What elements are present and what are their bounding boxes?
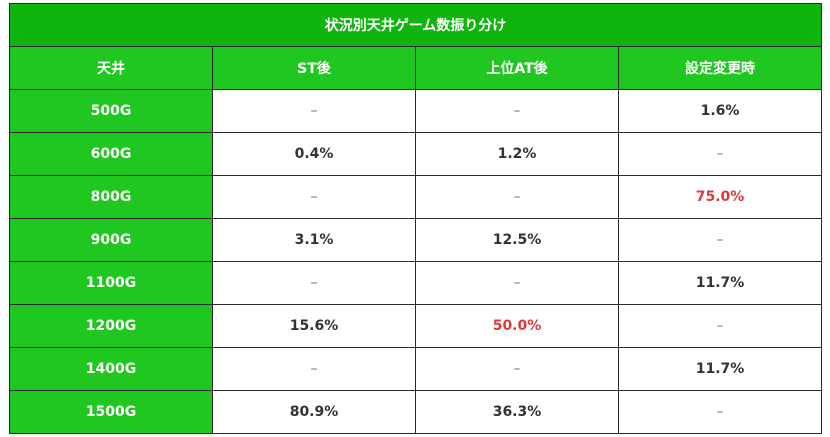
cell-after-st: –: [212, 261, 416, 305]
table-row: 1400G – – 11.7%: [9, 347, 823, 391]
cell-after-upper-at: 1.2%: [415, 132, 619, 176]
cell-after-upper-at: –: [415, 89, 619, 133]
cell-setting-change-highlight: 75.0%: [617, 175, 823, 219]
cell-setting-change: 11.7%: [617, 347, 823, 391]
cell-after-upper-at: –: [415, 175, 619, 219]
cell-after-upper-at: 12.5%: [415, 218, 619, 262]
header-setting-change: 設定変更時: [617, 46, 823, 90]
ceiling-distribution-table: 状況別天井ゲーム数振り分け 天井 ST後 上位AT後 設定変更時 500G – …: [8, 3, 823, 434]
header-after-st: ST後: [212, 46, 416, 90]
header-ceiling: 天井: [9, 46, 213, 90]
row-label: 1400G: [9, 347, 213, 391]
table-row: 500G – – 1.6%: [9, 89, 823, 133]
cell-after-st: –: [212, 175, 416, 219]
row-label: 1200G: [9, 304, 213, 348]
row-label: 600G: [9, 132, 213, 176]
table-container: 状況別天井ゲーム数振り分け 天井 ST後 上位AT後 設定変更時 500G – …: [8, 3, 823, 434]
cell-setting-change: –: [617, 218, 823, 262]
cell-after-upper-at-highlight: 50.0%: [415, 304, 619, 348]
table-row: 900G 3.1% 12.5% –: [9, 218, 823, 262]
table-row: 1500G 80.9% 36.3% –: [9, 390, 823, 434]
cell-after-upper-at: –: [415, 261, 619, 305]
header-row: 天井 ST後 上位AT後 設定変更時: [9, 46, 823, 90]
title-row: 状況別天井ゲーム数振り分け: [8, 3, 823, 47]
cell-setting-change: –: [617, 390, 823, 434]
table-row: 1200G 15.6% 50.0% –: [9, 304, 823, 348]
table-row: 1100G – – 11.7%: [9, 261, 823, 305]
table-row: 800G – – 75.0%: [9, 175, 823, 219]
cell-setting-change: 1.6%: [617, 89, 823, 133]
row-label: 500G: [9, 89, 213, 133]
cell-after-st: 15.6%: [212, 304, 416, 348]
cell-setting-change: –: [617, 304, 823, 348]
row-label: 1100G: [9, 261, 213, 305]
cell-after-st: 3.1%: [212, 218, 416, 262]
cell-setting-change: 11.7%: [617, 261, 823, 305]
cell-after-st: 0.4%: [212, 132, 416, 176]
cell-after-upper-at: 36.3%: [415, 390, 619, 434]
cell-setting-change: –: [617, 132, 823, 176]
table-title: 状況別天井ゲーム数振り分け: [8, 3, 823, 47]
cell-after-upper-at: –: [415, 347, 619, 391]
cell-after-st: 80.9%: [212, 390, 416, 434]
cell-after-st: –: [212, 89, 416, 133]
row-label: 1500G: [9, 390, 213, 434]
row-label: 800G: [9, 175, 213, 219]
table-row: 600G 0.4% 1.2% –: [9, 132, 823, 176]
header-after-upper-at: 上位AT後: [415, 46, 619, 90]
row-label: 900G: [9, 218, 213, 262]
cell-after-st: –: [212, 347, 416, 391]
